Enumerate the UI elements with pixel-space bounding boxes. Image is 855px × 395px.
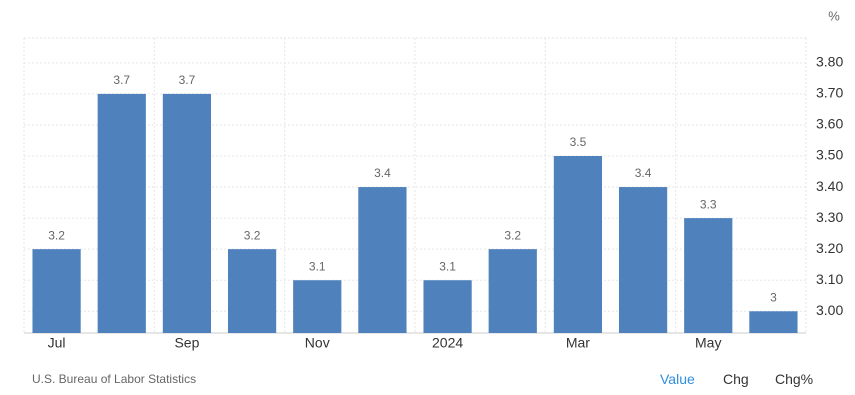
- x-tick-label: 2024: [432, 335, 463, 351]
- value-label: 3.1: [439, 259, 456, 273]
- bar: [97, 93, 146, 333]
- y-tick-label: 3.80: [816, 54, 843, 70]
- bar: [488, 249, 537, 333]
- x-tick-label: Sep: [174, 335, 199, 351]
- y-tick-label: 3.70: [816, 85, 843, 101]
- value-label: 3.3: [700, 197, 717, 211]
- bar: [162, 93, 212, 333]
- y-tick-label: 3.20: [816, 240, 843, 256]
- y-tick-label: 3.10: [816, 271, 843, 287]
- bar: [227, 249, 277, 333]
- bar: [618, 187, 668, 333]
- y-tick-label: 3.40: [816, 178, 843, 194]
- bar: [553, 156, 603, 333]
- x-tick-label: Nov: [305, 335, 330, 351]
- x-tick-label: May: [695, 335, 721, 351]
- x-tick-label: Mar: [566, 335, 590, 351]
- value-label: 3.7: [113, 73, 130, 87]
- value-button[interactable]: Value: [660, 371, 695, 387]
- chart: % 3.00 3.10 3.20 3.30 3.40 3.50 3.60 3.70 3.80 Ju…: [23, 8, 843, 351]
- value-label: 3.2: [504, 228, 521, 242]
- value-label: 3.2: [48, 228, 65, 242]
- value-label: 3.7: [179, 73, 196, 87]
- y-tick-label: 3.60: [816, 116, 843, 132]
- value-label: 3.5: [570, 135, 587, 149]
- value-label: 3: [770, 290, 777, 304]
- chg-button[interactable]: Chg: [723, 371, 749, 387]
- y-tick-label: 3.50: [816, 147, 843, 163]
- value-label: 3.1: [309, 259, 326, 273]
- bar: [358, 187, 407, 333]
- value-label: 3.2: [244, 228, 261, 242]
- bar: [293, 280, 342, 333]
- y-tick-label: 3.00: [816, 302, 843, 318]
- bar: [423, 280, 472, 333]
- bar: [684, 218, 733, 333]
- x-tick-label: Jul: [48, 335, 66, 351]
- value-label: 3.4: [635, 166, 652, 180]
- bar: [32, 249, 81, 333]
- y-unit: %: [828, 8, 840, 23]
- chg-pct-button[interactable]: Chg%: [775, 371, 814, 387]
- bar: [749, 311, 798, 333]
- source: U.S. Bureau of Labor Statistics: [32, 372, 197, 386]
- value-label: 3.4: [374, 166, 391, 180]
- y-tick-label: 3.30: [816, 209, 843, 225]
